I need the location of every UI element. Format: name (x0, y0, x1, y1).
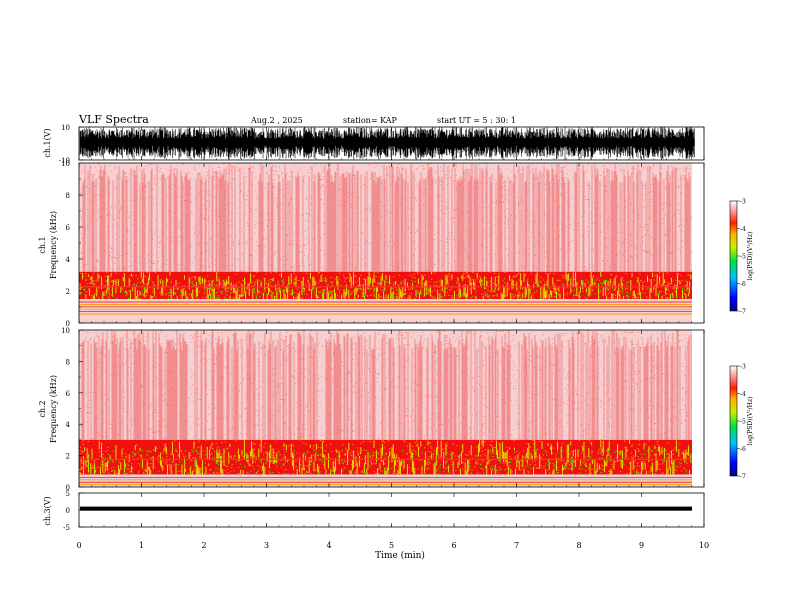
spectrogram-ytick-label: 8 (66, 192, 70, 200)
x-tick-label: 1 (139, 541, 144, 550)
spectrogram-ytick-label: 6 (66, 224, 71, 232)
station-label: station= KAP (343, 116, 397, 125)
ch1-colorbar-label: log(PSD)(V²/Hz) (747, 232, 754, 281)
colorbar-tick-label: -7 (740, 474, 746, 481)
ch1-waveform-trace (79, 127, 695, 160)
x-tick-label: 8 (576, 541, 581, 550)
ch2-spectrogram-channel-label: ch.2 (38, 400, 47, 417)
spectrogram-ytick-label: 0 (66, 484, 70, 492)
x-tick-label: 5 (389, 541, 394, 550)
colorbar-tick-label: -4 (740, 391, 746, 398)
colorbar-tick-label: -3 (740, 199, 746, 206)
x-tick-label: 0 (76, 541, 81, 550)
x-tick-label: 7 (514, 541, 519, 550)
x-tick-label: 9 (639, 541, 644, 550)
spectrogram-impulse-streaks (81, 330, 692, 440)
spectrogram-ytick-label: 0 (66, 320, 70, 328)
spectrogram-no-data (692, 163, 704, 323)
ch2-colorbar-gradient (729, 365, 738, 477)
ch1-spectrogram-panel: 0 2 4 6 8 10 (61, 160, 705, 328)
spectrogram-speckle (79, 329, 693, 441)
spectrogram-no-data (692, 330, 704, 487)
ch3-ytick-label: 0 (66, 507, 70, 515)
ch1-ytick-label: 10 (61, 124, 70, 132)
ch3-waveform-trace (80, 506, 692, 511)
ch1-waveform-panel: 10-10 (59, 124, 705, 165)
spectrogram-band-edge (79, 286, 692, 288)
date-label: Aug.2 , 2025 (251, 116, 303, 125)
spectrogram-ytick-label: 4 (66, 256, 71, 264)
ch2-colorbar: -3 -4 -5 -6 -7 log(PSD)(V²/Hz) (729, 364, 754, 481)
ch1-spectrogram-ylabel: Frequency (kHz) (49, 211, 58, 279)
ch3-ytick-label: -5 (63, 524, 70, 532)
colorbar-tick-label: -5 (740, 254, 746, 261)
spectrogram-ytick-label: 4 (66, 421, 71, 429)
spectrogram-band-yellow (79, 271, 692, 299)
colorbar-tick-label: -6 (740, 281, 746, 288)
ch3-waveform-ylabel: ch.3(V) (43, 496, 52, 525)
spectrogram-ytick-label: 6 (66, 390, 71, 398)
colorbar-tick-label: -3 (740, 364, 746, 371)
x-tick-label: 10 (699, 541, 709, 550)
ch3-waveform-panel: 5 0 -5 (63, 490, 705, 532)
spectrogram-ytick-label: 2 (66, 453, 70, 461)
spectrogram-ytick-label: 10 (61, 160, 70, 168)
colorbar-tick-label: -5 (740, 419, 746, 426)
spectrogram-ytick-label: 8 (66, 358, 70, 366)
ch1-colorbar-gradient (729, 200, 738, 312)
spectrogram-band-edge (79, 458, 692, 460)
spectrogram-band-orange (79, 439, 688, 475)
x-tick-label: 3 (264, 541, 269, 550)
x-tick-label: 2 (201, 541, 206, 550)
x-axis: 0 1 2 3 4 5 6 7 8 9 10 (76, 127, 709, 550)
start-ut-label: start UT = 5 : 30: 1 (437, 116, 516, 125)
ch1-waveform-ylabel: ch.1(V) (43, 128, 52, 157)
ch2-spectrogram-ylabel: Frequency (kHz) (49, 375, 58, 443)
ch2-colorbar-label: log(PSD)(V²/Hz) (747, 397, 754, 446)
spectrogram-speckle (79, 162, 693, 273)
ch2-spectrogram-panel: 0 2 4 6 8 10 (61, 327, 705, 492)
x-tick-label: 4 (326, 541, 331, 550)
colorbar-tick-label: -6 (740, 446, 746, 453)
spectrogram-ytick-label: 2 (66, 288, 70, 296)
ch1-ytick-label: -10 (59, 157, 70, 165)
spectrogram-ytick-label: 10 (61, 327, 70, 335)
ch3-ytick-label: 5 (66, 490, 70, 498)
colorbar-tick-label: -4 (740, 226, 746, 233)
spectrogram-band-orange (79, 271, 690, 300)
ch1-spectrogram-channel-label: ch.1 (38, 236, 47, 253)
colorbar-tick-label: -7 (740, 309, 746, 316)
ch1-colorbar: -3 -4 -5 -6 -7 log(PSD)(V²/Hz) (729, 199, 754, 316)
chart-title: VLF Spectra (79, 113, 149, 126)
x-axis-label: Time (min) (375, 550, 425, 561)
x-tick-label: 6 (451, 541, 456, 550)
